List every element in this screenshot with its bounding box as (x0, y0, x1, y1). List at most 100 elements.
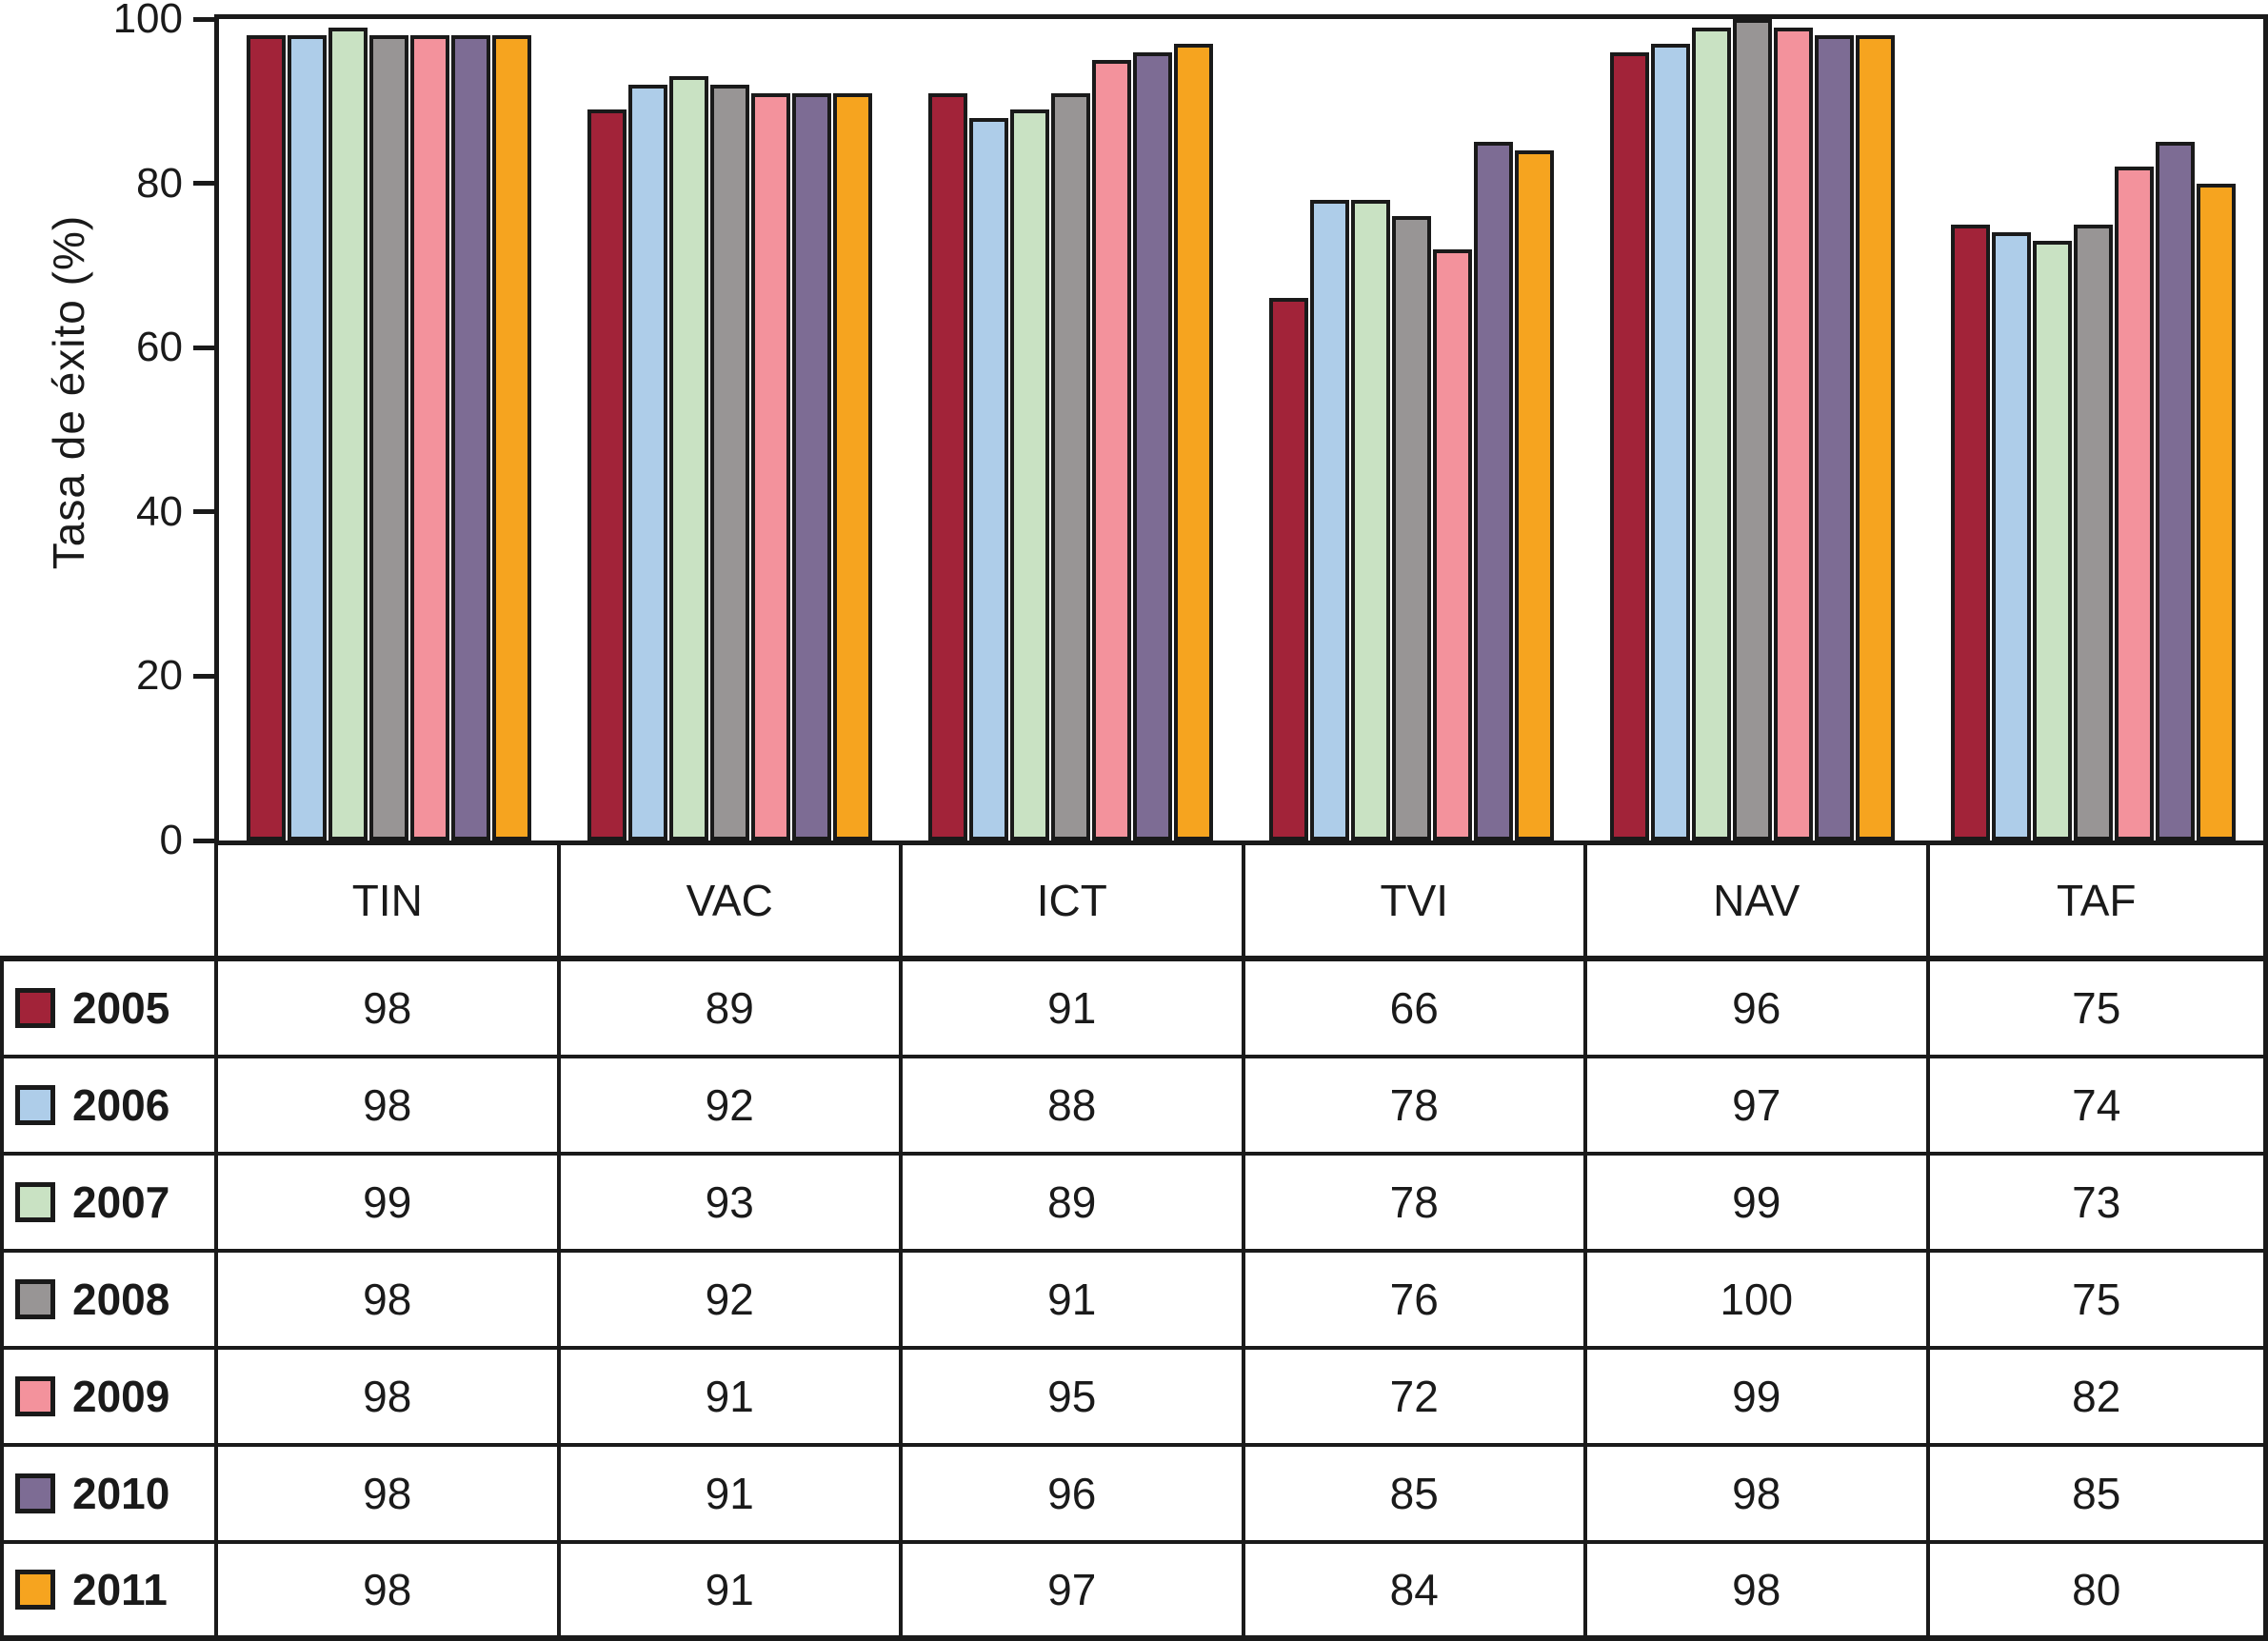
cell-2009-TIN: 98 (214, 1350, 557, 1447)
cell-2008-NAV: 100 (1583, 1253, 1926, 1350)
row-label-2006: 2006 (0, 1058, 214, 1156)
bar-2011-TIN (492, 35, 532, 840)
row-label-2007: 2007 (0, 1156, 214, 1253)
bar-2007-TAF (2032, 241, 2072, 840)
cell-2011-NAV: 98 (1583, 1544, 1926, 1641)
cell-2006-VAC: 92 (556, 1058, 899, 1156)
bar-2011-VAC (833, 92, 873, 840)
bar-2010-TAF (2155, 142, 2195, 840)
table-row-2011: 2011 98 91 97 84 98 80 (0, 1544, 2268, 1641)
cell-2009-TAF: 82 (1925, 1350, 2268, 1447)
year-label-2005: 2005 (72, 983, 170, 1033)
bar-2008-TIN (369, 35, 409, 840)
cell-2005-TAF: 75 (1925, 961, 2268, 1058)
cell-2005-TIN: 98 (214, 961, 557, 1058)
table-corner-cell (0, 845, 214, 961)
bar-chart: Tasa de éxito (%) 0 20 40 60 80 100 (44, 0, 2268, 863)
cell-2007-ICT: 89 (899, 1156, 1242, 1253)
bar-2011-ICT (1174, 43, 1214, 840)
y-tick-label-20: 20 (136, 652, 183, 700)
column-header-TIN: TIN (214, 845, 557, 961)
y-tick-label-0: 0 (159, 817, 183, 863)
bar-2006-VAC (628, 85, 668, 840)
bar-2011-NAV (1855, 35, 1895, 840)
legend-swatch-2011 (15, 1570, 55, 1610)
bar-2008-ICT (1051, 92, 1091, 840)
bar-2009-NAV (1773, 27, 1813, 840)
bar-2005-TVI (1268, 298, 1308, 840)
cell-2008-TIN: 98 (214, 1253, 557, 1350)
cell-2005-NAV: 96 (1583, 961, 1926, 1058)
legend-swatch-2005 (15, 988, 55, 1028)
legend-swatch-2006 (15, 1085, 55, 1125)
bar-2005-TIN (247, 35, 287, 840)
cell-2011-TVI: 84 (1241, 1544, 1583, 1641)
bar-2009-TAF (2114, 167, 2154, 840)
cell-2011-VAC: 91 (556, 1544, 899, 1641)
year-label-2010: 2010 (72, 1469, 170, 1518)
cell-2006-TIN: 98 (214, 1058, 557, 1156)
bar-2006-TIN (288, 35, 328, 840)
bar-2008-TAF (2073, 224, 2113, 840)
year-label-2008: 2008 (72, 1275, 170, 1324)
bar-2011-TAF (2196, 183, 2236, 840)
bar-2009-TIN (410, 35, 450, 840)
year-label-2009: 2009 (72, 1372, 170, 1421)
bar-2005-ICT (928, 92, 968, 840)
bar-2007-NAV (1691, 27, 1731, 840)
plot-area (214, 14, 2268, 845)
table-row-2010: 2010 98 91 96 85 98 85 (0, 1447, 2268, 1544)
bar-2006-NAV (1650, 43, 1690, 840)
column-header-VAC: VAC (556, 845, 899, 961)
cell-2010-TAF: 85 (1925, 1447, 2268, 1544)
bar-2005-VAC (587, 109, 627, 840)
bar-group-TAF (1922, 19, 2263, 840)
bar-2008-NAV (1732, 19, 1772, 840)
y-tick-label-60: 60 (136, 324, 183, 371)
column-header-TVI: TVI (1241, 845, 1583, 961)
cell-2008-ICT: 91 (899, 1253, 1242, 1350)
year-label-2011: 2011 (72, 1565, 168, 1614)
bar-2007-TIN (328, 27, 368, 840)
cell-2006-TVI: 78 (1241, 1058, 1583, 1156)
cell-2010-TIN: 98 (214, 1447, 557, 1544)
cell-2011-ICT: 97 (899, 1544, 1242, 1641)
y-tick-label-80: 80 (136, 159, 183, 207)
cell-2007-VAC: 93 (556, 1156, 899, 1253)
cell-2006-TAF: 74 (1925, 1058, 2268, 1156)
bar-2007-TVI (1350, 199, 1390, 840)
row-label-2005: 2005 (0, 961, 214, 1058)
cell-2007-TVI: 78 (1241, 1156, 1583, 1253)
bar-2008-TVI (1391, 216, 1431, 840)
bar-2005-TAF (1950, 224, 1990, 840)
bar-2007-ICT (1010, 109, 1050, 840)
y-tick-mark-20 (193, 673, 216, 679)
y-tick-label-40: 40 (136, 487, 183, 535)
cell-2007-NAV: 99 (1583, 1156, 1926, 1253)
column-header-NAV: NAV (1583, 845, 1926, 961)
table-row-2008: 2008 98 92 91 76 100 75 (0, 1253, 2268, 1350)
cell-2010-NAV: 98 (1583, 1447, 1926, 1544)
y-tick-mark-100 (193, 16, 216, 22)
bar-2009-VAC (751, 92, 791, 840)
cell-2007-TIN: 99 (214, 1156, 557, 1253)
cell-2009-ICT: 95 (899, 1350, 1242, 1447)
legend-swatch-2008 (15, 1279, 55, 1319)
legend-swatch-2009 (15, 1376, 55, 1416)
cell-2010-VAC: 91 (556, 1447, 899, 1544)
bar-2008-VAC (710, 85, 750, 840)
year-label-2006: 2006 (72, 1080, 170, 1130)
bar-2010-NAV (1814, 35, 1854, 840)
bar-group-VAC (560, 19, 901, 840)
y-tick-mark-80 (193, 181, 216, 187)
y-tick-mark-0 (193, 838, 216, 843)
legend-swatch-2010 (15, 1473, 55, 1513)
year-label-2007: 2007 (72, 1177, 170, 1227)
bar-2006-ICT (969, 117, 1009, 840)
cell-2006-ICT: 88 (899, 1058, 1242, 1156)
cell-2008-TVI: 76 (1241, 1253, 1583, 1350)
cell-2005-VAC: 89 (556, 961, 899, 1058)
bar-2011-TVI (1514, 150, 1554, 840)
y-tick-label-100: 100 (112, 0, 183, 42)
